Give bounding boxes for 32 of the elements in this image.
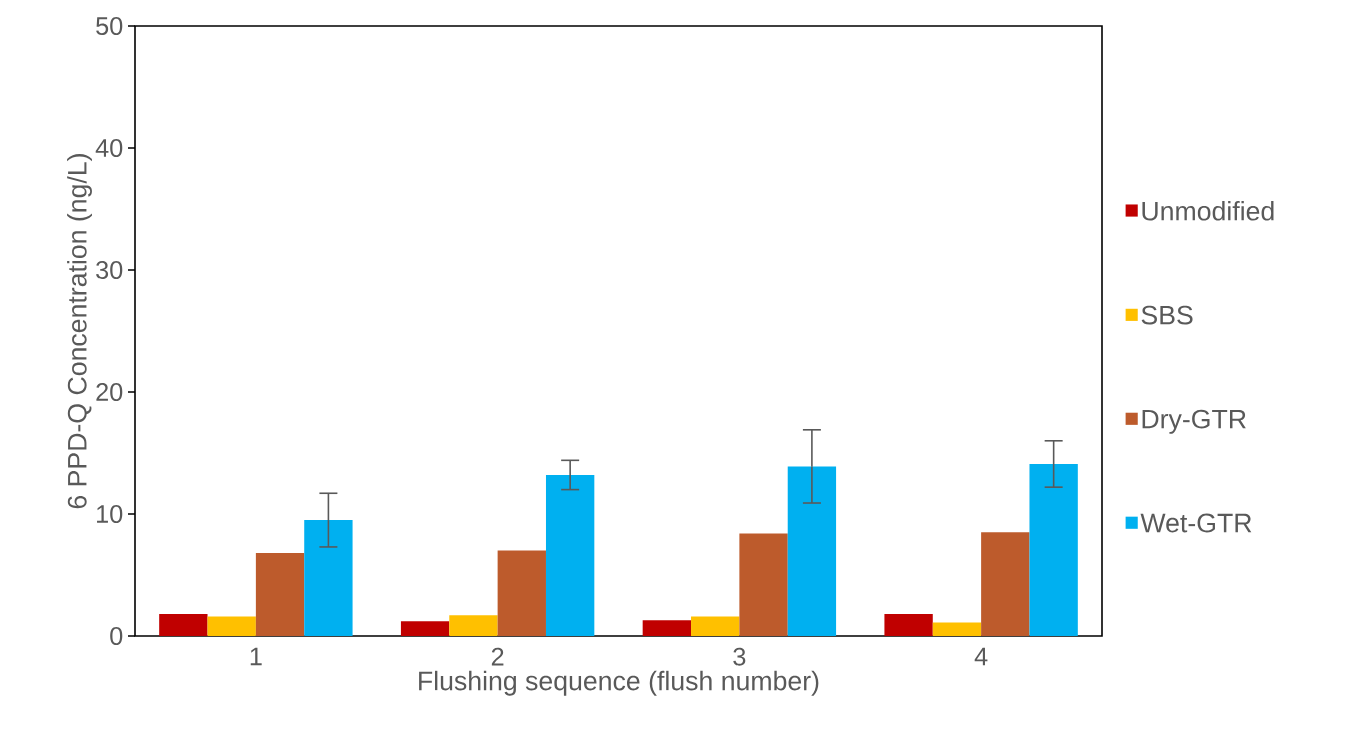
bar [884,614,933,636]
bar [207,616,256,636]
x-tick-label: 2 [491,647,504,666]
y-tick-label: 50 [96,17,123,35]
y-tick-label: 40 [95,139,123,157]
y-tick-label: 30 [96,261,123,279]
y-axis-title: 6 PPD-Q Concentration (ng/L) [67,154,92,509]
bar [981,532,1030,636]
x-tick-label: 4 [974,647,988,666]
bar [400,621,450,636]
bar [691,616,740,636]
x-axis-title: Flushing sequence (flush number) [419,670,819,696]
bar [642,620,692,636]
legend-label: Wet-GTR [1140,513,1252,533]
x-tick-label: 1 [250,647,262,666]
y-tick-label: 20 [96,383,123,401]
bar [159,614,208,636]
bar [449,615,498,636]
bar [739,533,788,636]
bar [304,520,353,636]
bar [497,550,546,636]
bar [545,474,595,636]
bar [787,466,837,636]
legend-label: SBS [1141,305,1193,325]
legend-label: Dry-GTR [1142,409,1246,434]
bar [255,553,305,636]
x-tick-label: 3 [733,647,746,666]
bar [932,622,982,636]
y-tick-label: 10 [97,505,123,523]
legend-label: Unmodified [1142,201,1274,221]
bar [1029,463,1078,636]
y-tick-label: 0 [110,627,123,645]
